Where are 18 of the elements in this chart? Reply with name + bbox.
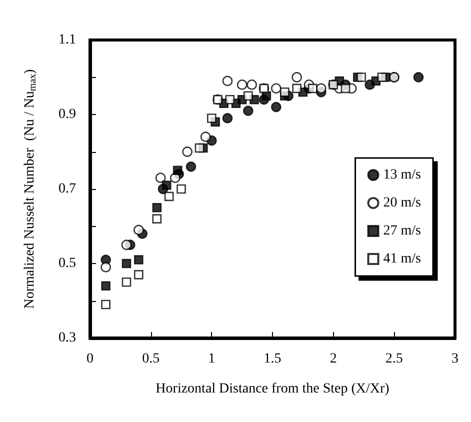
y-tick-label: 0.9 [58,107,76,122]
y-tick-label: 0.7 [58,182,76,196]
x-tick-label: 1.5 [264,352,282,366]
x-tick-label: 0.5 [142,352,160,366]
x-tick-label: 2.5 [385,352,403,366]
legend-label: 27 m/s [383,224,422,238]
legend-label: 13 m/s [383,168,422,182]
x-tick-label: 3 [452,352,458,366]
legend-label: 41 m/s [383,252,422,266]
y-tick-label: 1.1 [58,32,76,48]
y-axis-title: Normalized Nusselt Number (Nu / Numax) [22,68,38,309]
x-axis-title: Horizontal Distance from the Step (X/Xr) [156,382,390,396]
x-tick-label: 2 [330,352,337,366]
legend-label: 20 m/s [383,196,422,210]
x-tick-label: 1 [208,352,216,366]
x-tick-label: 0 [86,352,94,366]
y-tick-label: 0.5 [58,256,76,271]
y-tick-label: 0.3 [58,330,76,346]
